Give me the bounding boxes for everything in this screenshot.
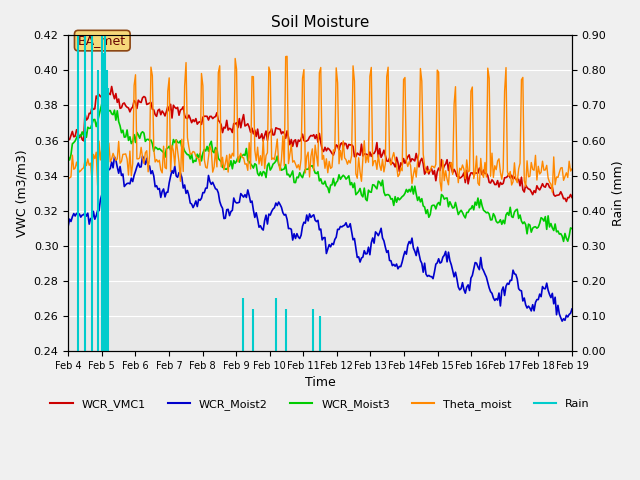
WCR_VMC1 [127,106,135,111]
WCR_Moist2 [558,318,566,324]
Theta_moist [541,167,549,173]
WCR_VMC1 [568,194,576,200]
Line: Theta_moist: Theta_moist [68,56,572,192]
WCR_Moist3 [216,157,223,163]
Y-axis label: Rain (mm): Rain (mm) [612,160,625,226]
WCR_Moist2 [286,226,294,231]
WCR_VMC1 [241,123,249,129]
WCR_Moist2 [126,181,134,187]
Title: Soil Moisture: Soil Moisture [271,15,369,30]
Theta_moist [568,166,576,172]
WCR_Moist2 [541,286,549,292]
WCR_VMC1 [233,120,241,126]
Legend: WCR_VMC1, WCR_Moist2, WCR_Moist3, Theta_moist, Rain: WCR_VMC1, WCR_Moist2, WCR_Moist3, Theta_… [46,395,594,415]
Theta_moist [214,70,222,75]
Line: WCR_Moist2: WCR_Moist2 [68,156,572,321]
Line: WCR_VMC1: WCR_VMC1 [68,86,572,202]
WCR_Moist2 [139,153,147,159]
Y-axis label: VWC (m3/m3): VWC (m3/m3) [15,149,28,237]
WCR_Moist2 [64,224,72,229]
WCR_Moist3 [560,239,568,244]
WCR_Moist2 [568,306,576,312]
WCR_Moist3 [98,101,106,107]
Line: WCR_Moist3: WCR_Moist3 [68,104,572,241]
Theta_moist [126,148,134,154]
Theta_moist [284,53,291,59]
WCR_VMC1 [216,119,223,125]
WCR_Moist3 [233,158,241,164]
WCR_VMC1 [286,142,294,148]
WCR_Moist3 [127,141,135,146]
WCR_Moist3 [541,214,549,219]
X-axis label: Time: Time [305,376,335,389]
WCR_Moist2 [241,192,249,198]
WCR_Moist2 [233,200,241,206]
WCR_VMC1 [64,136,72,142]
Text: BA_met: BA_met [78,34,126,47]
WCR_Moist3 [568,226,576,231]
WCR_Moist3 [64,154,72,160]
Theta_moist [286,151,294,156]
Theta_moist [548,189,556,195]
Theta_moist [231,56,239,61]
WCR_VMC1 [108,84,115,89]
WCR_Moist2 [216,199,223,204]
Theta_moist [240,155,248,160]
WCR_VMC1 [541,184,549,190]
WCR_Moist3 [241,153,249,158]
WCR_Moist3 [286,174,294,180]
WCR_VMC1 [563,199,570,204]
Theta_moist [64,176,72,181]
